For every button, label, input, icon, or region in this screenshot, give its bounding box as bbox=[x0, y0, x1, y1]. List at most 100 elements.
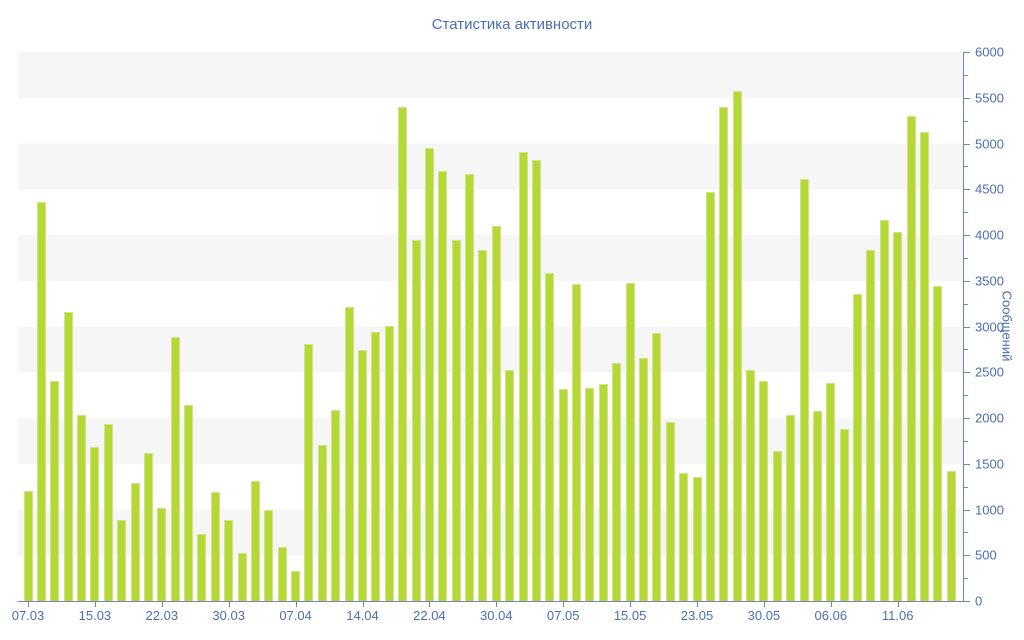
y-axis-tick-label: 5000 bbox=[975, 136, 1004, 151]
x-axis-tick bbox=[496, 602, 498, 607]
y-minor-tick bbox=[964, 74, 968, 76]
bar-24[interactable] bbox=[344, 307, 354, 601]
bar-5[interactable] bbox=[90, 447, 100, 601]
bar-1[interactable] bbox=[36, 202, 46, 601]
bar-0[interactable] bbox=[23, 491, 33, 601]
bar-47[interactable] bbox=[652, 332, 662, 601]
bar-38[interactable] bbox=[531, 159, 541, 601]
bar-3[interactable] bbox=[63, 311, 73, 601]
bar-14[interactable] bbox=[210, 492, 220, 601]
bar-69[interactable] bbox=[946, 471, 956, 601]
bar-19[interactable] bbox=[277, 547, 287, 601]
y-major-tick bbox=[964, 189, 970, 191]
bar-21[interactable] bbox=[304, 343, 314, 601]
bar-61[interactable] bbox=[839, 428, 849, 601]
bar-35[interactable] bbox=[491, 225, 501, 601]
y-minor-tick bbox=[964, 120, 968, 122]
bar-41[interactable] bbox=[572, 284, 582, 601]
bar-32[interactable] bbox=[451, 239, 461, 601]
y-axis-tick-label: 500 bbox=[975, 547, 997, 563]
bar-54[interactable] bbox=[746, 369, 756, 601]
bar-23[interactable] bbox=[331, 409, 341, 601]
bar-29[interactable] bbox=[411, 239, 421, 601]
bar-60[interactable] bbox=[826, 383, 836, 601]
x-axis-tick-label: 30.04 bbox=[480, 608, 513, 623]
y-minor-tick bbox=[964, 166, 968, 168]
x-axis-tick bbox=[563, 602, 565, 607]
bar-15[interactable] bbox=[224, 520, 234, 601]
bar-4[interactable] bbox=[77, 415, 87, 601]
bar-34[interactable] bbox=[478, 249, 488, 601]
plot-area bbox=[18, 52, 964, 602]
x-axis-tick bbox=[763, 602, 765, 607]
x-axis-tick bbox=[94, 602, 96, 607]
bar-2[interactable] bbox=[50, 381, 60, 601]
bar-52[interactable] bbox=[719, 106, 729, 601]
bar-26[interactable] bbox=[371, 332, 381, 601]
bar-53[interactable] bbox=[732, 91, 742, 601]
bar-39[interactable] bbox=[545, 272, 555, 601]
y-major-tick bbox=[964, 326, 970, 328]
x-axis-tick-label: 22.04 bbox=[413, 608, 446, 623]
bar-40[interactable] bbox=[558, 388, 568, 601]
y-axis-tick-label: 6000 bbox=[975, 44, 1004, 60]
bar-25[interactable] bbox=[358, 350, 367, 601]
bar-36[interactable] bbox=[505, 370, 515, 601]
bar-56[interactable] bbox=[772, 450, 782, 601]
y-axis-tick-label: 3000 bbox=[975, 319, 1004, 334]
y-axis-tick-label: 1500 bbox=[975, 456, 1004, 472]
bar-46[interactable] bbox=[638, 357, 648, 601]
y-minor-tick bbox=[964, 486, 968, 488]
x-axis-tick bbox=[897, 602, 899, 607]
x-axis-tick bbox=[295, 602, 297, 607]
bar-16[interactable] bbox=[237, 553, 247, 601]
bar-55[interactable] bbox=[759, 381, 769, 601]
x-axis-tick-label: 30.03 bbox=[212, 608, 245, 623]
x-axis-tick bbox=[228, 602, 230, 607]
bar-17[interactable] bbox=[250, 481, 260, 601]
bar-44[interactable] bbox=[612, 363, 622, 601]
bar-64[interactable] bbox=[879, 220, 889, 601]
bar-66[interactable] bbox=[906, 116, 916, 601]
bar-51[interactable] bbox=[705, 192, 715, 601]
bar-13[interactable] bbox=[197, 534, 207, 601]
bar-22[interactable] bbox=[317, 445, 327, 601]
bar-50[interactable] bbox=[692, 477, 702, 601]
x-axis-tick-label: 15.03 bbox=[78, 608, 112, 623]
bar-48[interactable] bbox=[665, 421, 675, 601]
bar-28[interactable] bbox=[398, 106, 408, 601]
bar-20[interactable] bbox=[291, 570, 301, 601]
bar-7[interactable] bbox=[117, 519, 127, 601]
bar-45[interactable] bbox=[625, 282, 635, 601]
bar-18[interactable] bbox=[264, 510, 274, 601]
x-axis-tick-label: 11.06 bbox=[881, 608, 914, 623]
bar-31[interactable] bbox=[438, 170, 448, 601]
bar-49[interactable] bbox=[679, 472, 689, 601]
y-major-tick bbox=[964, 280, 970, 282]
bar-58[interactable] bbox=[799, 179, 809, 601]
bar-12[interactable] bbox=[184, 405, 194, 601]
bar-65[interactable] bbox=[893, 232, 903, 601]
bar-30[interactable] bbox=[424, 148, 434, 601]
bar-27[interactable] bbox=[384, 325, 394, 601]
bar-33[interactable] bbox=[465, 173, 475, 601]
bar-63[interactable] bbox=[866, 249, 876, 601]
bar-68[interactable] bbox=[933, 286, 943, 601]
bar-42[interactable] bbox=[585, 387, 595, 601]
bar-8[interactable] bbox=[130, 482, 140, 601]
bar-62[interactable] bbox=[853, 294, 863, 601]
bar-67[interactable] bbox=[919, 131, 929, 601]
bar-10[interactable] bbox=[157, 507, 167, 601]
y-minor-tick bbox=[964, 303, 968, 305]
bar-11[interactable] bbox=[170, 336, 180, 601]
bar-57[interactable] bbox=[786, 415, 796, 601]
bar-43[interactable] bbox=[598, 384, 608, 601]
bar-9[interactable] bbox=[143, 452, 153, 601]
bar-6[interactable] bbox=[103, 423, 113, 601]
chart-title: Статистика активности bbox=[431, 16, 593, 33]
x-axis-tick-label: 22.03 bbox=[145, 608, 179, 623]
bar-59[interactable] bbox=[812, 410, 822, 601]
y-axis-tick-label: 2500 bbox=[975, 364, 1004, 380]
bar-37[interactable] bbox=[518, 151, 528, 601]
